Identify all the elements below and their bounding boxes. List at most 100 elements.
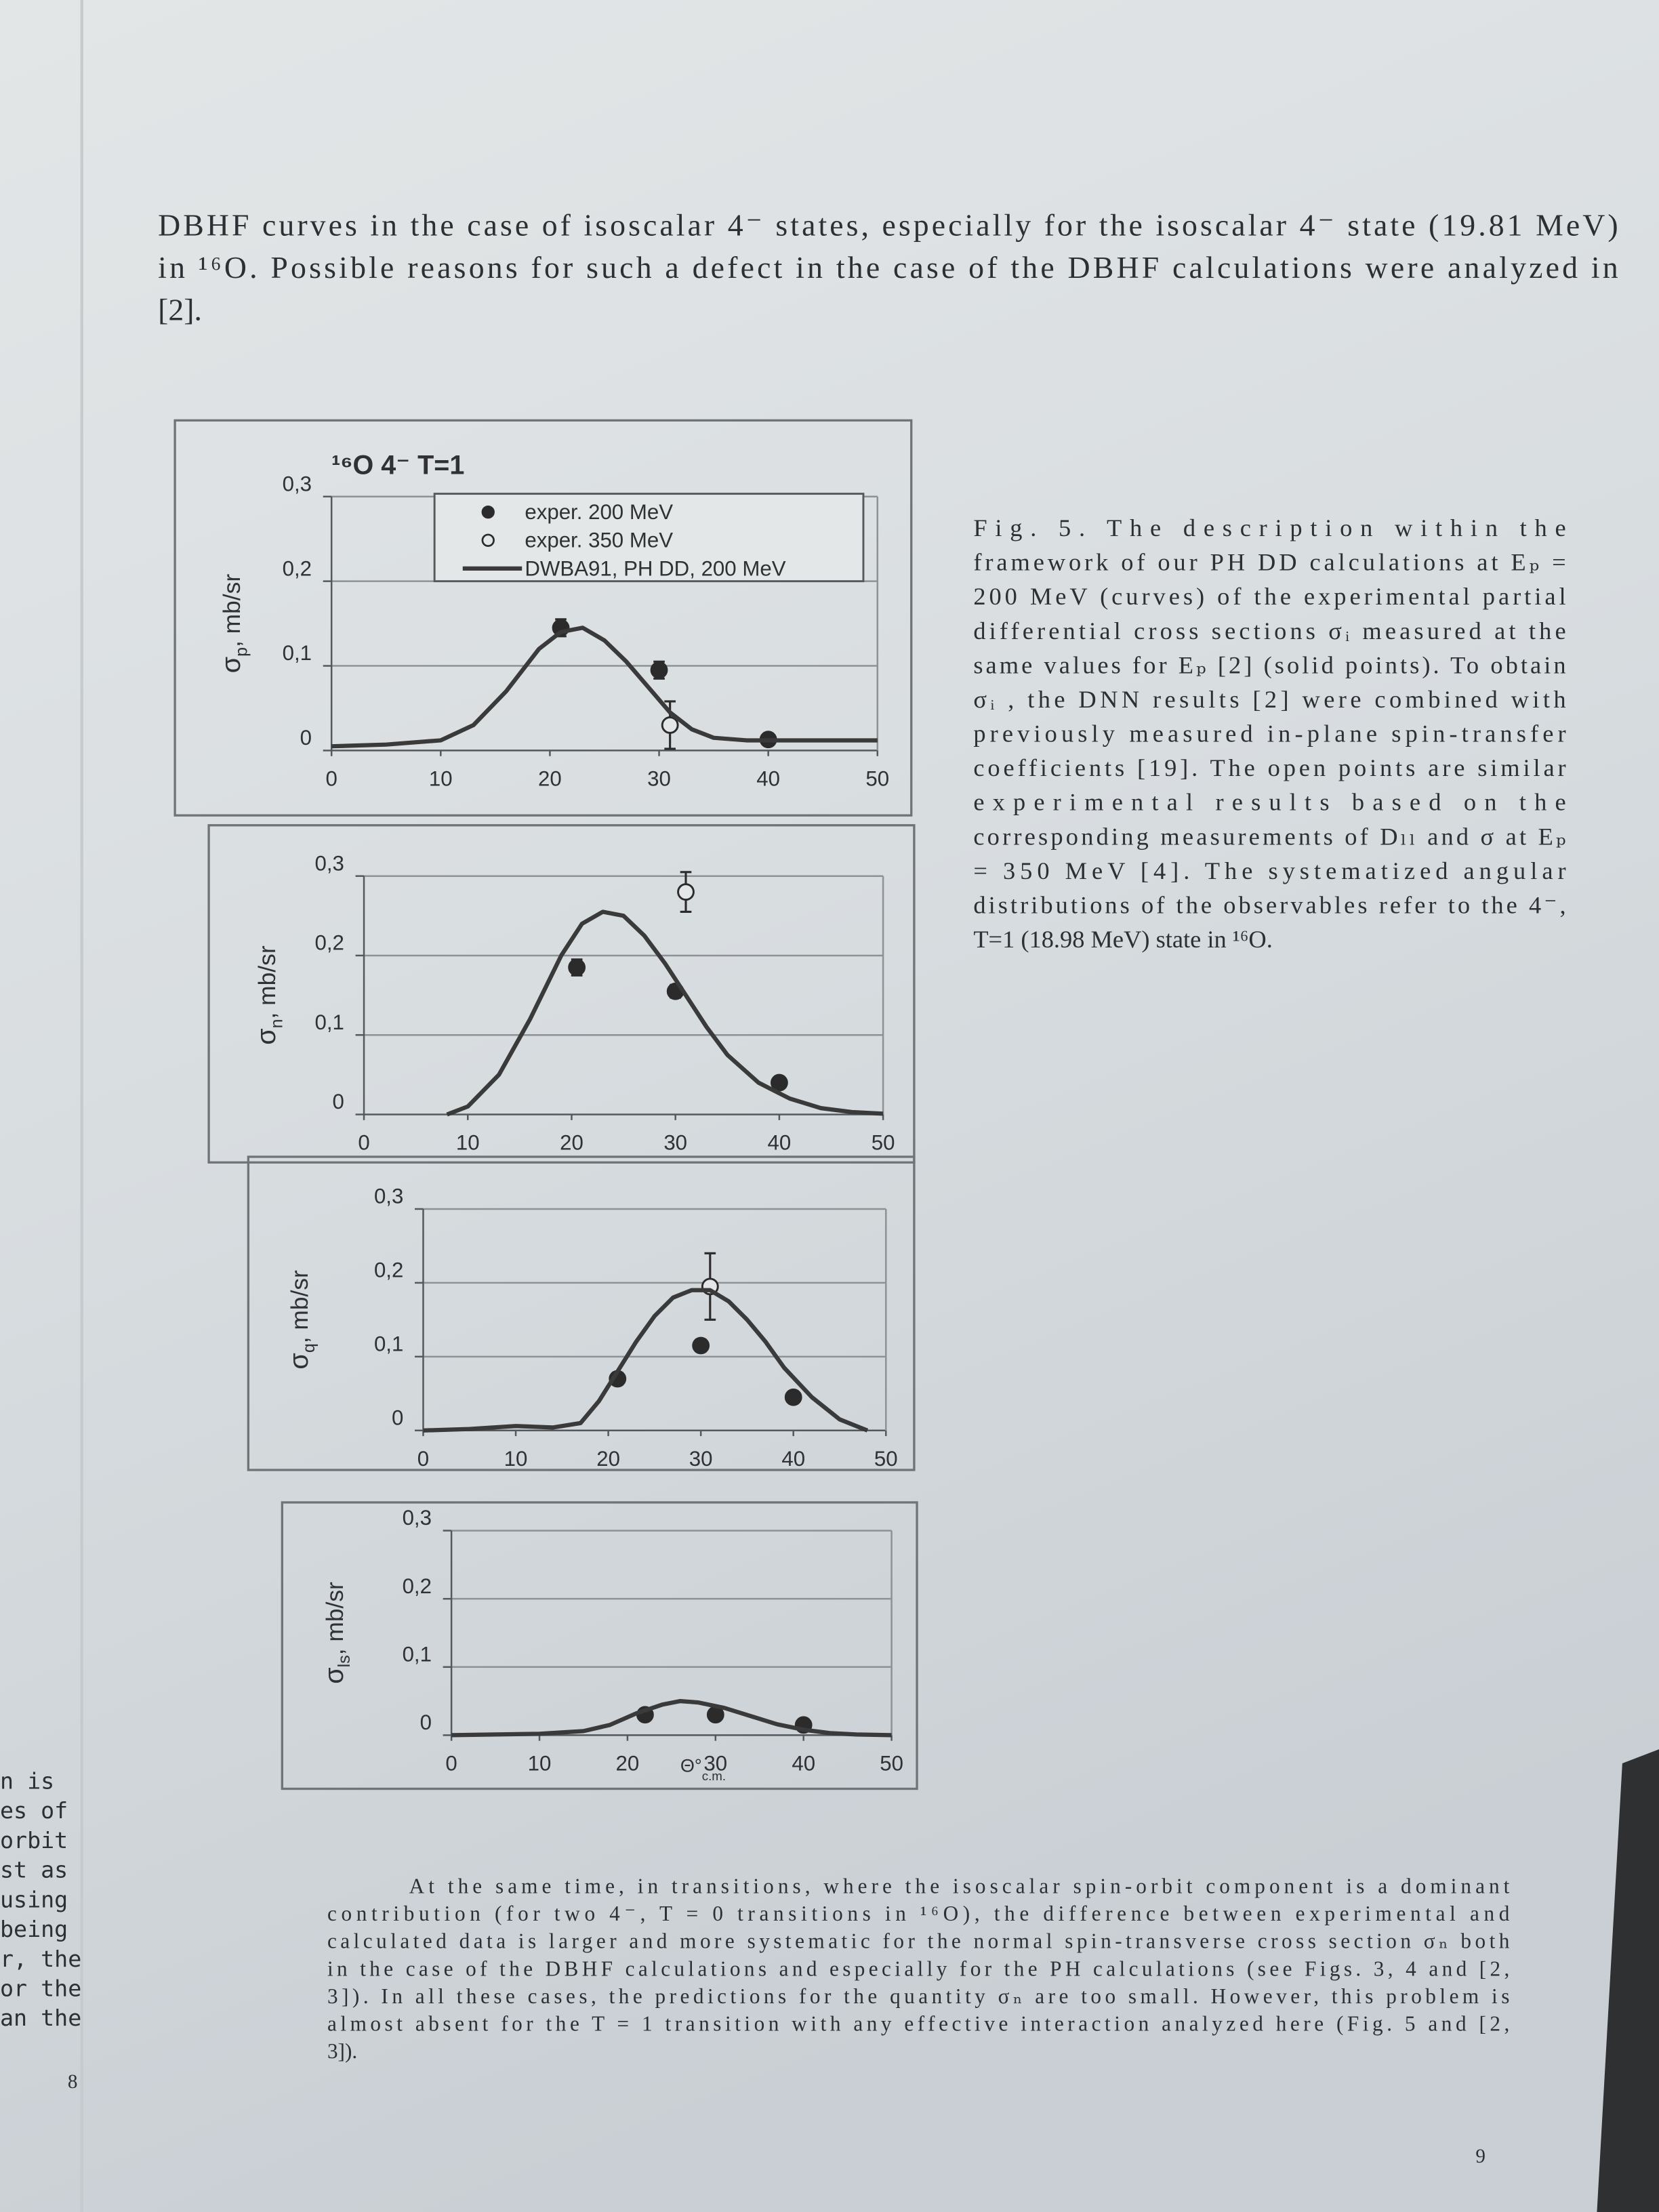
caption-line: 200 MeV (curves) of the experimental par… [973,583,1565,610]
x-tick-label: 20 [560,1131,583,1155]
x-tick-label: 0 [325,766,337,790]
curve [451,1698,892,1738]
page-number: 8 [68,2071,78,2093]
y-tick-label: 0,3 [315,851,344,875]
x-tick-label: 30 [663,1131,687,1155]
paragraph-line: in ¹⁶O. Possible reasons for such a defe… [158,250,1618,285]
y-tick-label: 0,1 [374,1332,403,1356]
y-tick-label: 0,3 [403,1506,432,1530]
curve [446,909,884,1117]
chart: 0 0,1 0,2 0,3 0 10 20 30 40 50 ¹⁶O 4⁻ T=1 σp, mb/sr… [173,419,913,817]
x-tick-label: 10 [429,766,453,790]
x-tick-label: 50 [874,1447,898,1471]
legend-label: exper. 350 MeV [525,529,673,552]
cut-off-text: being [0,1916,68,1942]
x-tick-label: 50 [865,766,889,790]
page-number: 9 [1475,2146,1486,2167]
paragraph-line: almost absent for the T = 1 transition w… [327,2012,1509,2036]
chart: 0 0,1 0,2 0,3 0 10 20 30 40 50 σls, mb/sr Θ°c.m. [281,1501,918,1790]
x-tick-label: 20 [616,1751,640,1775]
y-tick-label: 0,1 [283,641,312,665]
x-tick-label: 40 [768,1131,792,1155]
x-tick-label: 20 [596,1447,620,1471]
caption-line: distributions of the observables refer t… [973,891,1565,918]
data-point [650,661,668,679]
legend-label: exper. 200 MeV [525,500,673,524]
y-label-unit: , mb/sr [219,574,245,647]
y-tick-label: 0,2 [283,556,312,580]
cut-off-text: r, the [0,1946,81,1972]
y-tick-label: 0,1 [315,1010,344,1034]
x-tick-label: 10 [504,1447,528,1471]
chart-frame [173,419,913,817]
cut-off-text: or the [0,1975,81,2002]
paragraph-line: DBHF curves in the case of isoscalar 4⁻ … [158,208,1618,243]
x-tick-label: 50 [872,1131,895,1155]
x-tick-label: 20 [538,766,562,790]
y-label-sub: ls [335,1655,354,1667]
y-tick-label: 0,3 [374,1185,403,1208]
y-tick-label: 0,2 [403,1574,432,1598]
caption-line: T=1 (18.98 MeV) state in ¹⁶O. [973,926,1273,953]
x-tick-label: 40 [781,1447,805,1471]
x-tick-label: 10 [528,1751,552,1775]
data-point [568,958,586,977]
cut-off-text: st as [0,1857,68,1883]
caption-line: experimental results based on the [973,789,1565,816]
y-tick-label: 0 [392,1406,403,1429]
photo-edge [1597,1749,1659,2212]
y-label-unit: , mb/sr [322,1582,348,1655]
y-axis-label: σn, mb/sr [251,945,286,1045]
y-tick-label: 0 [300,726,312,750]
paragraph-line: 3]). [327,2039,357,2063]
x-tick-label: 40 [792,1751,815,1775]
x-tick-label: 50 [880,1751,903,1775]
y-label-unit: , mb/sr [287,1270,313,1343]
paragraph-line: calculated data is larger and more syste… [327,1929,1510,1953]
y-axis-label: σp, mb/sr [216,574,251,674]
cut-off-text: orbit [0,1827,68,1853]
data-point [784,1388,802,1406]
chart: 0 0,1 0,2 0,3 0 10 20 30 40 50 σq, mb/sr [247,1155,916,1471]
data-point [692,1336,710,1355]
data-point [770,1073,788,1092]
y-label-unit: , mb/sr [254,945,281,1019]
y-label-sub: q [300,1343,319,1353]
y-tick-label: 0,3 [283,472,312,495]
y-tick-label: 0,2 [374,1258,403,1282]
x-tick-label: 0 [445,1751,457,1775]
x-tick-label: 30 [647,766,671,790]
x-label-symbol: Θ° [680,1756,702,1776]
x-tick-label: 30 [689,1447,713,1471]
x-axis-label: Θ°c.m. [680,1756,726,1783]
y-label-symbol: σ [251,1028,281,1044]
chart-title: ¹⁶O 4⁻ T=1 [331,450,464,480]
y-tick-label: 0,1 [403,1642,432,1666]
y-label-symbol: σ [284,1353,314,1369]
cut-off-text: n is [0,1768,54,1795]
y-tick-label: 0 [420,1711,432,1734]
cut-off-text: using [0,1886,68,1912]
x-tick-label: 40 [756,766,780,790]
caption-line: σᵢ , the DNN results [2] were combined w… [973,686,1565,713]
x-tick-label: 30 [703,1751,727,1775]
y-tick-label: 0,2 [315,931,344,955]
caption-line: previously measured in-plane spin-transf… [973,720,1565,747]
y-axis-label: σls, mb/sr [319,1582,354,1684]
caption-line: = 350 MeV [4]. The systematized angular [973,857,1565,884]
open-point [677,883,695,901]
legend-swatch [481,533,495,547]
y-tick-label: 0 [333,1090,344,1113]
chart-frame [207,824,916,1164]
chart-frame [281,1501,918,1790]
paragraph-line: in the case of the DBHF calculations and… [327,1957,1509,1980]
y-label-symbol: σ [216,657,246,673]
y-label-sub: n [267,1019,286,1028]
paragraph-line: [2]. [158,293,202,327]
caption-line: framework of our PH DD calculations at E… [973,549,1565,576]
x-tick-label: 10 [456,1131,480,1155]
chart: 0 0,1 0,2 0,3 0 10 20 30 40 50 σn, mb/sr [207,824,916,1164]
